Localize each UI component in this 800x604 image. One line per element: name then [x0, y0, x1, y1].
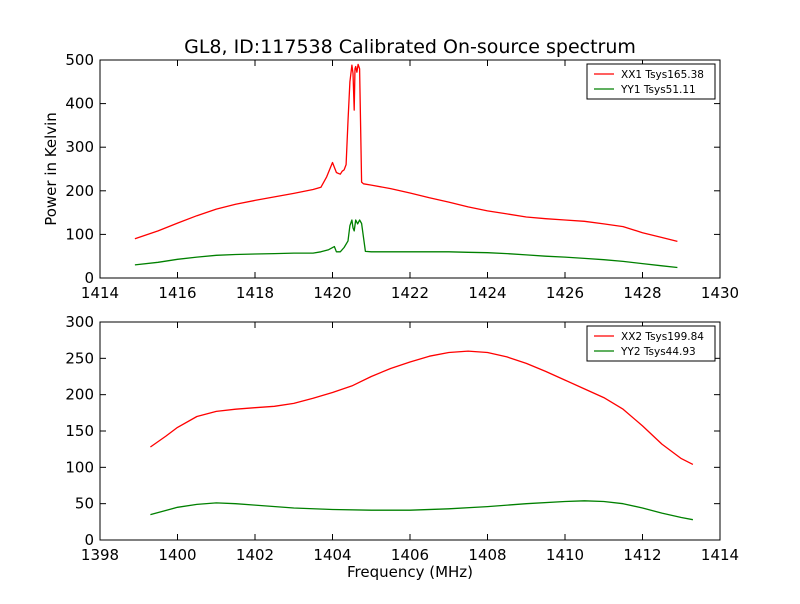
x-tick-label: 1430 — [701, 284, 739, 302]
ticks-bottom: 1398 1400 1402 1404 1406 1408 1410 1412 1414 0 50 1… — [65, 313, 739, 564]
y-tick-label: 50 — [75, 495, 94, 513]
axes-frame-top — [99, 59, 721, 279]
x-tick-label: 1410 — [546, 546, 584, 564]
legend-box-top — [586, 63, 716, 100]
y-tick-label: 300 — [65, 313, 94, 331]
axes-frame-bottom — [99, 321, 721, 541]
x-tick-label: 1420 — [313, 284, 351, 302]
y-tick-label: 200 — [65, 182, 94, 200]
y-tick-label: 0 — [84, 269, 94, 287]
series-bottom — [150, 350, 694, 521]
y-tick-label: 300 — [65, 138, 94, 156]
series-line-yy1 — [134, 219, 678, 269]
x-axis-label-bottom: Frequency (MHz) — [347, 563, 473, 581]
legend-box-bottom — [586, 325, 716, 362]
y-tick-label: 150 — [65, 422, 94, 440]
legend-label-xx1: XX1 Tsys165.38 — [621, 69, 704, 81]
y-tick-label: 200 — [65, 386, 94, 404]
x-tick-label: 1398 — [81, 546, 119, 564]
legend-label-xx2: XX2 Tsys199.84 — [621, 331, 704, 343]
y-tick-label: 250 — [65, 349, 94, 367]
legend-label-yy2: YY2 Tsys44.93 — [620, 346, 696, 358]
x-tick-label: 1400 — [158, 546, 196, 564]
axes-bottom: Frequency (MHz) 1398 1400 1402 1404 1406 1408… — [65, 313, 739, 581]
x-tick-label: 1414 — [701, 546, 739, 564]
x-tick-label: 1402 — [236, 546, 274, 564]
x-tick-label: 1426 — [546, 284, 584, 302]
legend-top: XX1 Tsys165.38 YY1 Tsys51.11 — [586, 63, 716, 100]
series-line-xx2 — [150, 350, 694, 465]
y-axis-label-top: Power in Kelvin — [42, 112, 60, 226]
x-tick-label: 1404 — [313, 546, 351, 564]
legend-bottom: XX2 Tsys199.84 YY2 Tsys44.93 — [586, 325, 716, 362]
x-tick-label: 1416 — [158, 284, 196, 302]
y-tick-label: 500 — [65, 51, 94, 69]
y-tick-label: 0 — [84, 531, 94, 549]
series-top — [134, 63, 678, 269]
chart-title: GL8, ID:117538 Calibrated On-source spec… — [184, 36, 636, 58]
y-tick-label: 400 — [65, 95, 94, 113]
x-tick-label: 1412 — [623, 546, 661, 564]
legend-label-yy1: YY1 Tsys51.11 — [620, 84, 696, 96]
x-tick-label: 1406 — [391, 546, 429, 564]
x-tick-label: 1408 — [468, 546, 506, 564]
y-tick-label: 100 — [65, 458, 94, 476]
axes-top: GL8, ID:117538 Calibrated On-source spec… — [42, 36, 739, 302]
y-tick-label: 100 — [65, 225, 94, 243]
x-tick-label: 1422 — [391, 284, 429, 302]
x-tick-label: 1428 — [623, 284, 661, 302]
x-tick-label: 1414 — [81, 284, 119, 302]
series-line-xx1 — [134, 63, 678, 243]
series-line-yy2 — [150, 500, 694, 521]
x-tick-label: 1424 — [468, 284, 506, 302]
x-tick-label: 1418 — [236, 284, 274, 302]
ticks-top: 1414 1416 1418 1420 1422 1424 1426 1428 1430 0 100… — [65, 51, 739, 302]
